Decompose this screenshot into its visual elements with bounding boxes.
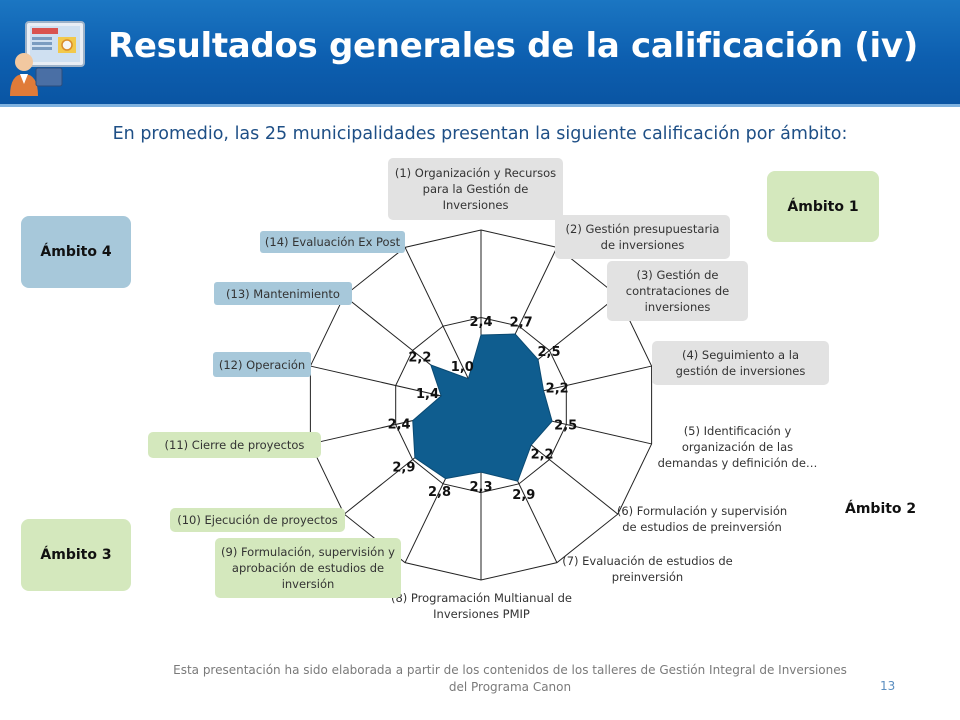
category-label-1: (1) Organización y Recursos para la Gest…: [388, 158, 563, 220]
category-label-14: (14) Evaluación Ex Post: [260, 231, 405, 253]
category-label-12: (12) Operación: [213, 352, 311, 377]
category-label-6: (6) Formulación y supervisión de estudio…: [616, 504, 788, 534]
category-label-2: (2) Gestión presupuestaria de inversione…: [555, 215, 730, 259]
category-label-11: (11) Cierre de proyectos: [148, 432, 321, 458]
category-label-3: (3) Gestión de contrataciones de inversi…: [607, 261, 748, 321]
header-divider: [0, 104, 960, 107]
value-label-9: 2,8: [428, 485, 451, 500]
value-label-4: 2,2: [546, 382, 569, 397]
page-number: 13: [880, 679, 896, 693]
ambito-1-badge: Ámbito 1: [767, 171, 879, 242]
value-label-6: 2,2: [531, 448, 554, 463]
category-label-4: (4) Seguimiento a la gestión de inversio…: [652, 341, 829, 385]
value-label-11: 2,4: [388, 418, 411, 433]
value-label-8: 2,3: [469, 480, 492, 495]
value-label-10: 2,9: [392, 461, 415, 476]
program-logo-icon: [10, 21, 85, 96]
ambito-3-badge: Ámbito 3: [21, 519, 131, 591]
category-label-7: (7) Evaluación de estudios de preinversi…: [562, 554, 733, 584]
category-label-9: (9) Formulación, supervisión y aprobació…: [215, 538, 401, 598]
value-label-13: 2,2: [408, 350, 431, 365]
ambito-4-badge: Ámbito 4: [21, 216, 131, 288]
category-label-13: (13) Mantenimiento: [214, 282, 352, 305]
value-label-12: 1,4: [416, 387, 439, 402]
value-label-14: 1,0: [451, 360, 474, 375]
subtitle: En promedio, las 25 municipalidades pres…: [112, 124, 848, 144]
value-labels: 2,4 2,72,52,22,52,22,92,32,82,92,41,42,21…: [388, 315, 578, 503]
ambito-2-label: Ámbito 2: [845, 501, 917, 517]
category-label-8: (8) Programación Multianual de Inversion…: [390, 591, 573, 621]
header-bar: [0, 0, 960, 104]
value-label-2: 2,7: [510, 315, 533, 330]
footer-note: Esta presentación ha sido elaborada a pa…: [173, 663, 847, 694]
category-label-10: (10) Ejecución de proyectos: [170, 508, 345, 532]
page-title: Resultados generales de la calificación …: [108, 26, 918, 66]
value-label-7: 2,9: [512, 488, 535, 503]
value-label-5: 2,5: [554, 418, 577, 433]
value-label-1: 2,4: [469, 315, 492, 330]
value-label-3: 2,5: [537, 345, 560, 360]
category-label-5: (5) Identificación y organización de las…: [657, 424, 818, 470]
series-area: [412, 333, 553, 482]
